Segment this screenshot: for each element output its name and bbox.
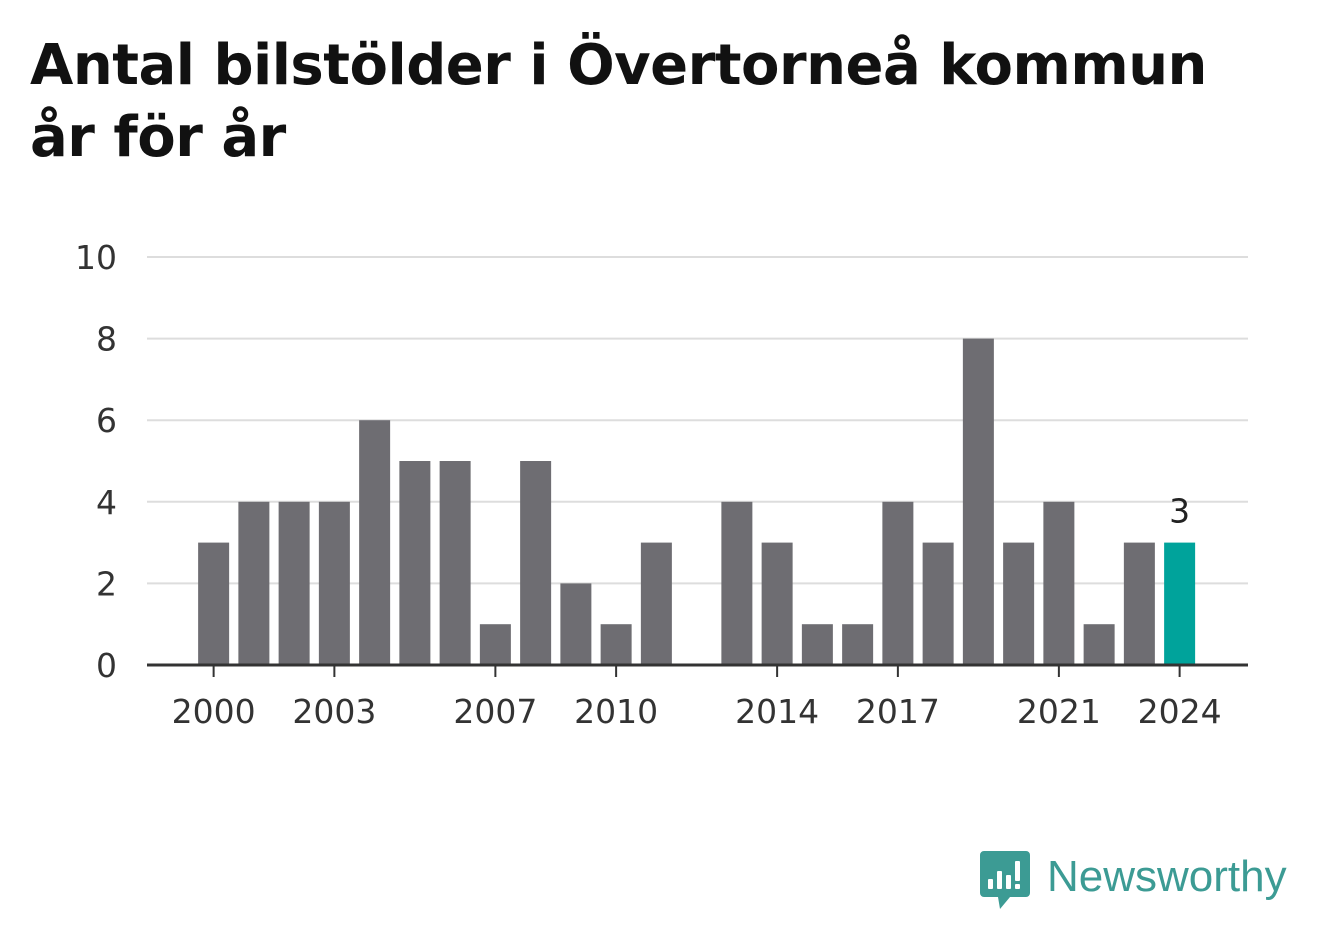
data-label: 3 (1169, 492, 1190, 531)
bar-2023 (1123, 542, 1155, 665)
bar-2005 (399, 461, 431, 665)
newsworthy-logo: Newsworthy (980, 850, 1287, 910)
bar-2024 (1164, 542, 1196, 665)
x-tick-label: 2017 (856, 692, 940, 731)
bar-2002 (278, 501, 310, 665)
bar-2008 (520, 461, 552, 665)
chart-title: Antal bilstölder i Övertorneå kommun år … (30, 33, 1207, 170)
bar-2022 (1083, 624, 1115, 665)
y-tick-label: 0 (96, 646, 117, 685)
x-tick-label: 2010 (574, 692, 658, 731)
x-tick-label: 2003 (292, 692, 376, 731)
bar-2009 (560, 583, 592, 665)
y-tick-label: 6 (96, 401, 117, 440)
bar-2011 (640, 542, 672, 665)
bar-2003 (318, 501, 350, 665)
bar-2020 (1003, 542, 1035, 665)
bars (198, 338, 1196, 665)
bar-2006 (439, 461, 471, 665)
bar-2001 (238, 501, 270, 665)
x-tick-label: 2024 (1138, 692, 1222, 731)
bar-2004 (359, 420, 391, 665)
bar-2017 (882, 501, 914, 665)
gridlines (147, 256, 1248, 585)
x-tick-label: 2021 (1017, 692, 1101, 731)
x-tick-label: 2000 (172, 692, 256, 731)
bar-2000 (198, 542, 230, 665)
brand-name: Newsworthy (1047, 852, 1287, 901)
y-tick-label: 8 (96, 320, 117, 359)
labels: 0 2 4 6 8 10 2000 2003 2007 2010 2014 2017 2021 2024 3 (75, 238, 1222, 731)
y-tick-label: 2 (96, 564, 117, 603)
bar-2016 (842, 624, 874, 665)
x-tick-label: 2014 (735, 692, 819, 731)
bar-2013 (721, 501, 753, 665)
y-tick-label: 10 (75, 238, 117, 277)
y-tick-label: 4 (96, 483, 117, 522)
bar-2015 (801, 624, 833, 665)
bar-2014 (761, 542, 793, 665)
bar-2007 (479, 624, 511, 665)
axes (147, 663, 1248, 677)
bar-2021 (1043, 501, 1075, 665)
x-tick-label: 2007 (453, 692, 537, 731)
bar-2010 (600, 624, 632, 665)
bar-2018 (922, 542, 954, 665)
bar-2019 (962, 338, 994, 665)
newsworthy-logo-icon (980, 851, 1030, 909)
